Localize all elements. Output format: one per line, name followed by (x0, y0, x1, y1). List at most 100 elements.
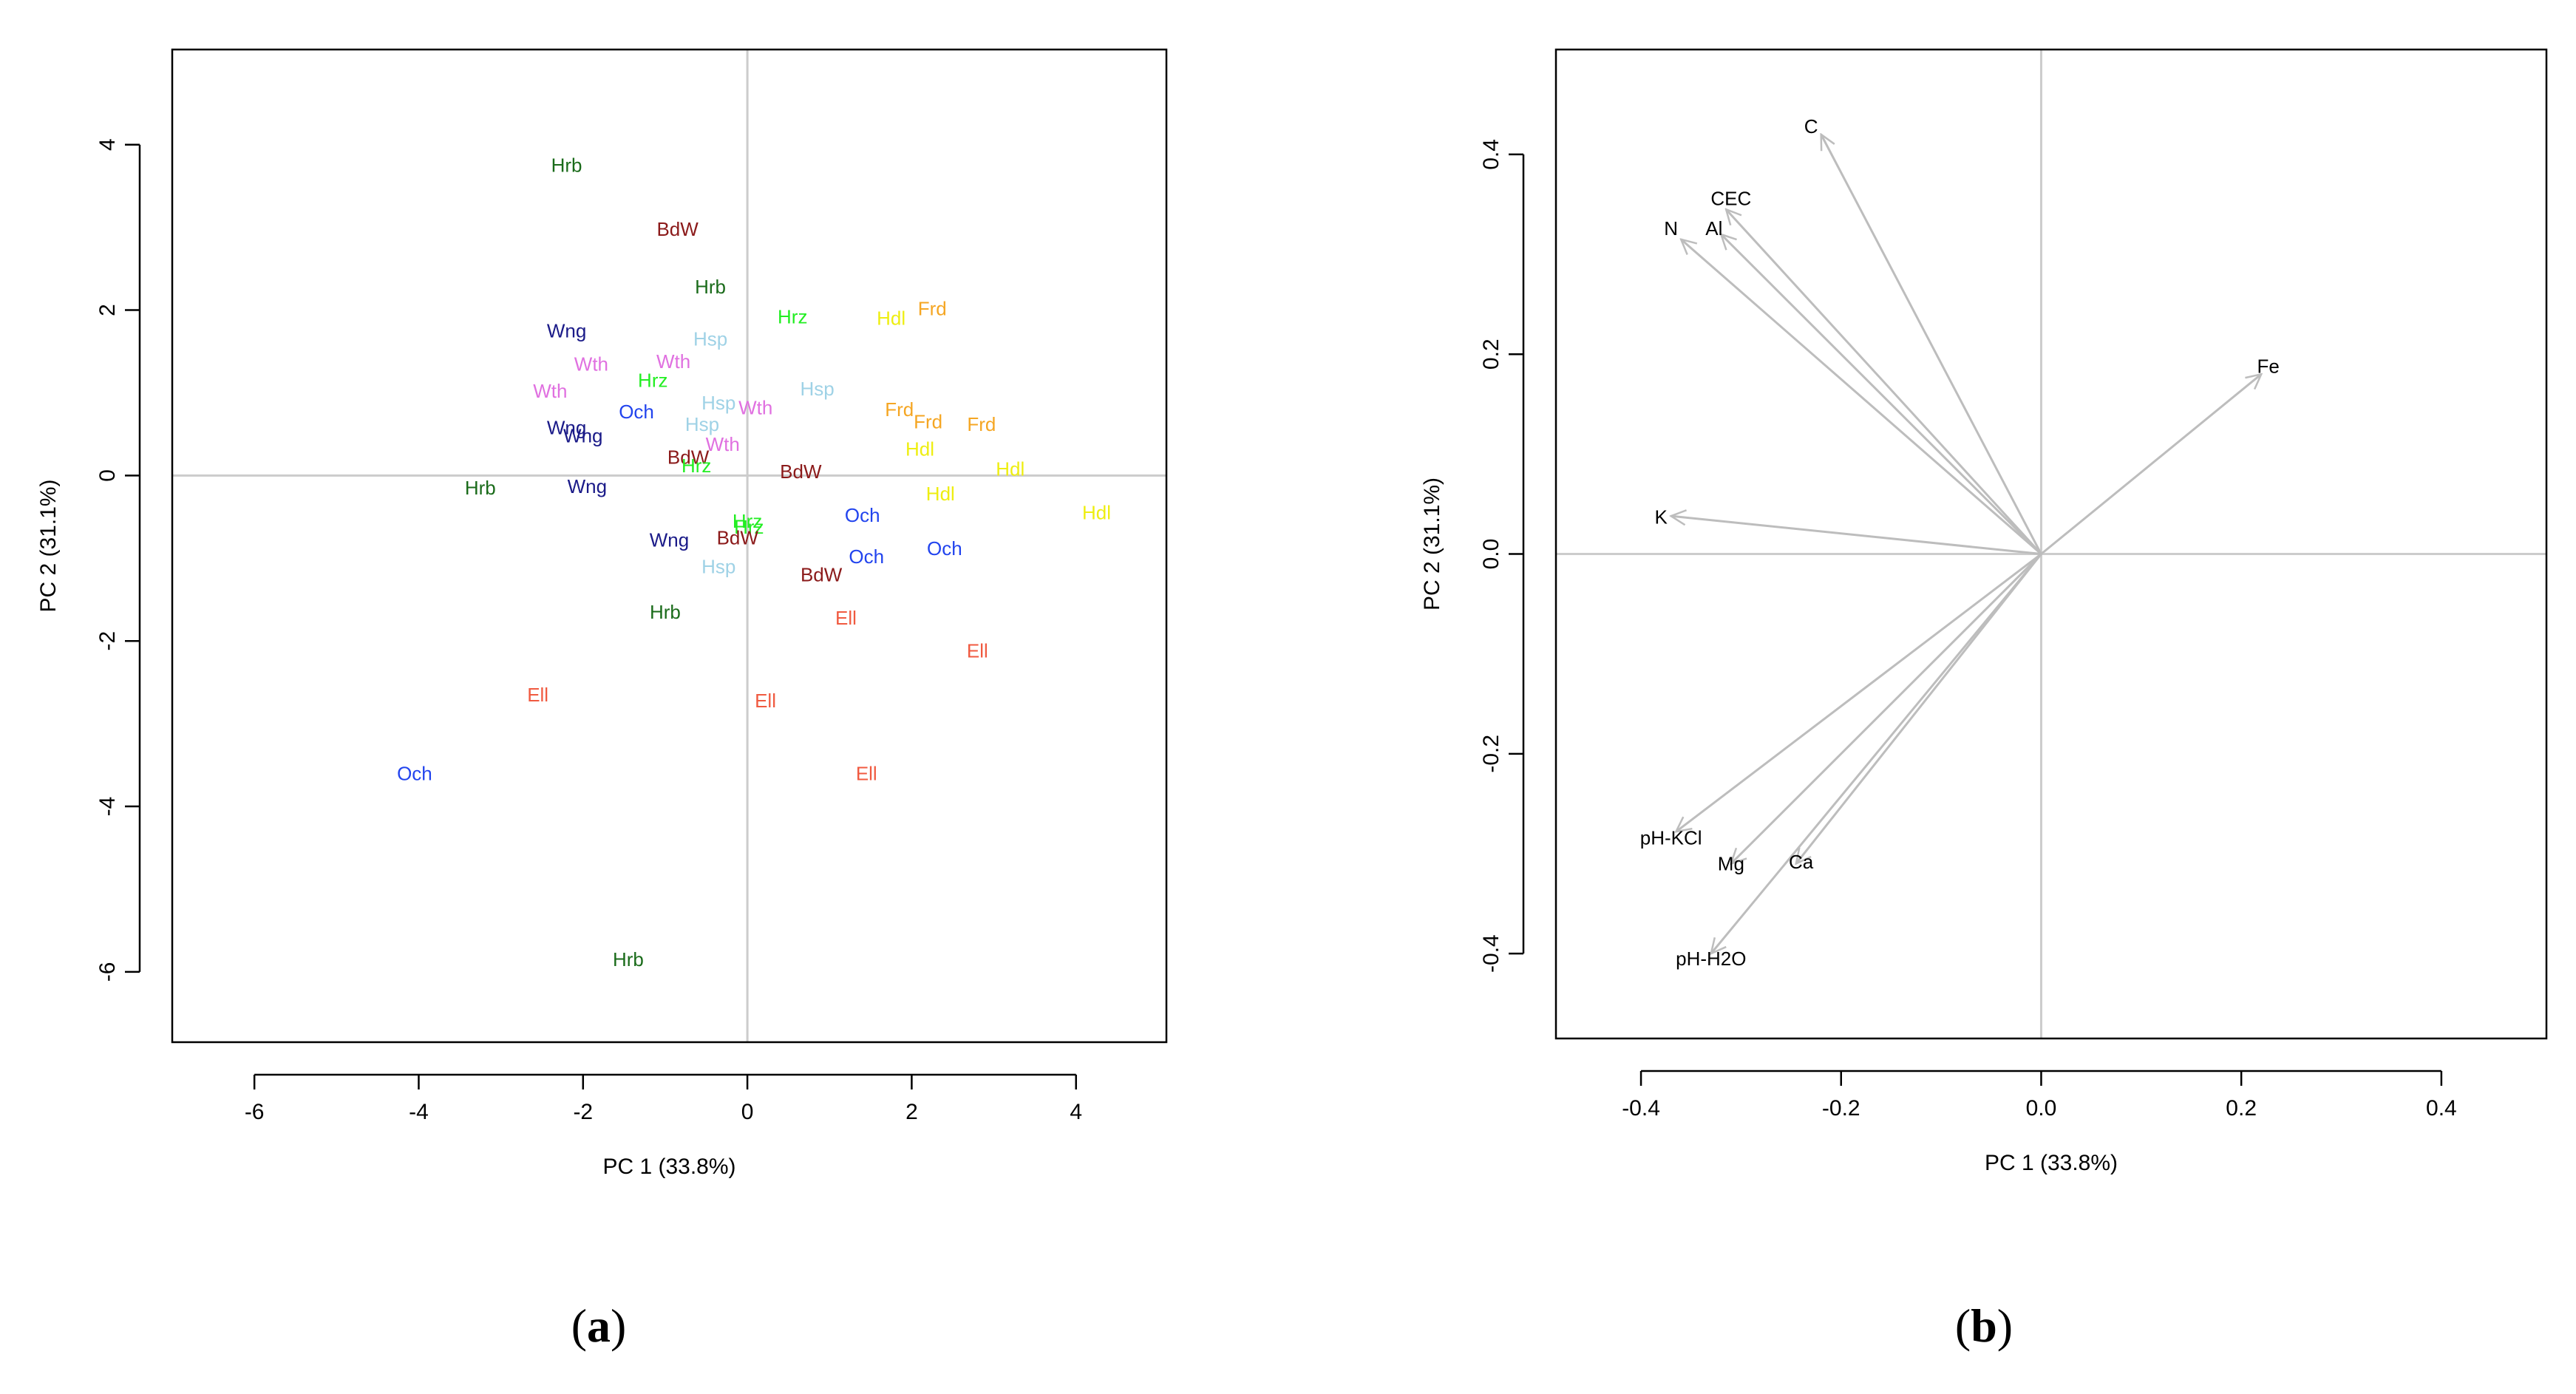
b-y-tick-label: 0.0 (1479, 539, 1503, 570)
loading-label-mg: Mg (1718, 852, 1744, 874)
b-x-tick-label: 0.2 (2226, 1096, 2257, 1121)
panel-a-x-axis-label: PC 1 (33.8%) (602, 1155, 735, 1179)
score-point-frd: Frd (885, 398, 914, 421)
score-point-hrb: Hrb (613, 948, 644, 970)
panel-b-caption: (b) (1955, 1299, 2013, 1352)
score-point-hdl: Hdl (926, 483, 955, 505)
score-point-bdw: BdW (656, 218, 699, 240)
b-x-tick-label: -0.2 (1822, 1096, 1860, 1121)
loading-arrow-ca (1796, 553, 2042, 864)
loading-label-fe: Fe (2257, 355, 2280, 377)
panel-a-y-axis-label: PC 2 (31.1%) (36, 479, 61, 612)
score-point-frd: Frd (967, 413, 996, 435)
score-point-wng: Wng (547, 416, 586, 438)
score-point-bdw: BdW (717, 526, 759, 548)
a-x-tick-label: -4 (409, 1100, 429, 1124)
a-x-tick-label: -6 (245, 1100, 265, 1124)
panel-b-pca-loadings: -0.4 -0.2 0.0 0.2 0.4 -0.4 -0.2 0.0 0.2 0.4 C CEC… (1420, 48, 2548, 1352)
b-x-tick-label: 0.4 (2426, 1096, 2457, 1121)
score-point-hsp: Hsp (701, 555, 735, 577)
loading-label-c: C (1804, 115, 1818, 137)
score-point-hrz: Hrz (778, 305, 807, 327)
score-point-hrb: Hrb (551, 154, 582, 177)
score-point-bdw: BdW (780, 460, 822, 483)
panel-b-y-axis: -0.4 -0.2 0.0 0.2 0.4 (1479, 139, 1525, 973)
a-x-tick-label: 4 (1070, 1100, 1082, 1124)
score-point-bdw: BdW (667, 446, 710, 469)
panel-b-y-axis-label: PC 2 (31.1%) (1420, 477, 1444, 611)
panel-b-x-axis-label: PC 1 (33.8%) (1985, 1151, 2118, 1175)
score-point-och: Och (849, 545, 884, 568)
loading-arrow-cec (1726, 209, 2042, 555)
loading-label-al: Al (1705, 217, 1722, 239)
score-point-hrz: Hrz (682, 455, 711, 477)
b-x-tick-label: -0.4 (1622, 1096, 1660, 1121)
score-point-wng: Wng (568, 475, 607, 497)
a-y-tick-label: -4 (95, 797, 120, 817)
a-y-tick-label: 0 (95, 469, 120, 482)
score-point-wth: Wth (656, 350, 690, 373)
score-point-hsp: Hsp (800, 378, 834, 400)
a-x-tick-label: -2 (573, 1100, 593, 1124)
score-point-hrz: Hrz (638, 370, 667, 392)
panel-a-x-axis: -6 -4 -2 0 2 4 (245, 1073, 1082, 1124)
a-y-tick-label: -2 (95, 631, 120, 651)
panel-b-plot-frame (1554, 48, 2548, 1040)
score-point-ell: Ell (835, 607, 857, 629)
score-point-bdw: BdW (801, 564, 843, 586)
b-x-tick-label: 0.0 (2026, 1096, 2057, 1121)
b-y-tick-label: -0.2 (1479, 735, 1503, 773)
panel-b-caption-letter: b (1971, 1299, 1997, 1352)
score-point-frd: Frd (914, 411, 942, 433)
score-point-och: Och (845, 504, 880, 526)
a-y-tick-label: 2 (95, 304, 120, 316)
score-point-hrb: Hrb (650, 601, 681, 623)
score-point-hdl: Hdl (1082, 502, 1111, 524)
score-point-och: Och (927, 537, 962, 560)
score-point-hrb: Hrb (695, 276, 726, 298)
score-point-hsp: Hsp (693, 328, 727, 350)
score-point-och: Och (619, 401, 654, 423)
score-point-wth: Wth (738, 397, 772, 419)
loading-arrow-mg (1731, 553, 2042, 864)
score-point-hrz: Hrz (733, 510, 762, 532)
b-y-tick-label: -0.4 (1479, 934, 1503, 973)
loading-arrow-ph-h2o (1711, 553, 2042, 954)
score-point-wth: Wth (533, 380, 567, 402)
score-point-hdl: Hdl (996, 458, 1024, 480)
b-y-tick-label: 0.4 (1479, 139, 1503, 170)
score-point-wth: Wth (706, 433, 740, 455)
a-y-tick-label: -6 (95, 962, 120, 982)
panel-b-x-axis: -0.4 -0.2 0.0 0.2 0.4 (1622, 1070, 2457, 1121)
loading-arrow-k (1671, 516, 2042, 556)
score-point-wng: Wng (563, 425, 602, 447)
panel-a-plot-frame (171, 48, 1168, 1044)
loading-label-ph-kcl: pH-KCl (1640, 826, 1702, 849)
panel-a-pca-scores: -6 -4 -2 0 2 4 -6 -4 -2 0 2 4 Hrb BdW Hrb Hrz Hdl Frd Wn… (36, 48, 1168, 1352)
score-point-hdl: Hdl (905, 438, 934, 460)
score-point-ell: Ell (967, 640, 988, 662)
loading-arrow-al (1721, 234, 2042, 555)
panel-a-caption-letter: a (587, 1299, 611, 1352)
loading-arrow-c (1820, 135, 2042, 555)
loading-arrow-ph-kcl (1676, 553, 2042, 832)
loading-label-k: K (1654, 506, 1668, 528)
score-point-frd: Frd (918, 297, 947, 319)
a-y-tick-label: 4 (95, 138, 120, 151)
panel-a-y-axis: -6 -4 -2 0 2 4 (95, 138, 141, 982)
score-point-wth: Wth (574, 353, 608, 375)
panel-b-loading-vectors: C CEC Al N Fe KpH-KCl Mg Ca pH-H2O (1640, 115, 2280, 970)
score-point-hsp: Hsp (701, 392, 735, 414)
loading-label-n: N (1664, 217, 1678, 239)
b-y-tick-label: 0.2 (1479, 339, 1503, 370)
a-x-tick-label: 0 (741, 1100, 754, 1124)
a-x-tick-label: 2 (905, 1100, 918, 1124)
score-point-hsp: Hsp (685, 413, 719, 435)
loading-arrow-fe (2040, 374, 2261, 555)
loading-label-cec: CEC (1710, 187, 1751, 209)
score-point-och: Och (397, 762, 432, 784)
score-point-ell: Ell (755, 690, 776, 712)
score-point-ell: Ell (527, 684, 548, 706)
panel-a-caption: (a) (571, 1299, 627, 1352)
